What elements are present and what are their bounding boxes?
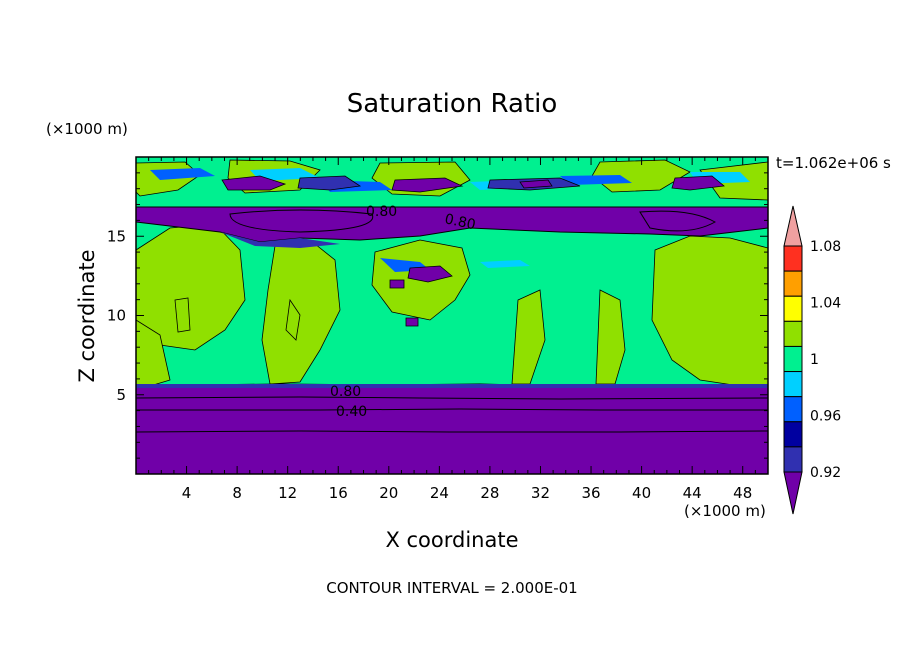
contour-label: 0.40 [336,404,367,420]
y-tick-label: 15 [107,227,126,245]
contour-label: 0.80 [443,211,477,233]
colorbar-label: 1 [810,352,819,368]
colorbar-segment [783,320,803,347]
time-label: t=1.062e+06 s [776,154,891,172]
y-tick-label: 5 [116,386,126,404]
x-tick-label: 48 [733,484,752,502]
x-tick-label: 8 [232,484,242,502]
colorbar-label: 0.96 [810,409,841,425]
colorbar-segment [783,396,803,423]
colorbar-extend-top [783,205,803,247]
x-tick-label: 36 [581,484,600,502]
footer-text: CONTOUR INTERVAL = 2.000E-01 [326,579,577,597]
colorbar-segment [783,295,803,322]
x-tick-label: 32 [531,484,550,502]
colorbar-label: 1.08 [810,239,841,255]
region-navy-edge-lower [136,384,768,388]
x-unit-label: (×1000 m) [684,502,766,520]
x-tick-label: 40 [632,484,651,502]
colorbar-label: 1.04 [810,296,841,312]
plot-area: 0.80 0.80 0.80 0.40 [136,157,768,474]
x-tick-label: 16 [329,484,348,502]
contour-label: 0.80 [330,384,361,400]
region-dry-blobs [221,175,725,327]
colorbar-extend-bottom [783,471,803,515]
chart-title: Saturation Ratio [347,89,558,119]
x-tick-label: 12 [278,484,297,502]
colorbar-segment [783,345,803,373]
x-tick-label: 24 [430,484,449,502]
x-tick-label: 4 [182,484,192,502]
colorbar-label: 0.92 [810,465,841,481]
x-axis-label: X coordinate [385,528,518,552]
colorbar-segment [783,270,803,297]
region-navy-band-upper [220,232,340,248]
y-unit-label: (×1000 m) [46,120,128,138]
y-axis: 5 10 15 [107,172,768,459]
y-axis-label: Z coordinate [75,249,99,382]
x-tick-label: 28 [480,484,499,502]
colorbar-segment [783,421,803,448]
contour-labels: 0.80 0.80 0.80 0.40 [330,204,477,420]
x-axis: 4 8 12 16 20 24 28 32 36 40 44 48 [148,157,756,502]
contour-inner-upper [229,209,717,233]
y-tick-label: 10 [107,307,126,325]
colorbar-segment [783,446,803,473]
x-tick-label: 20 [379,484,398,502]
x-tick-label: 44 [683,484,702,502]
colorbar-segment [783,371,803,398]
contour-label: 0.80 [366,204,397,220]
contour-lines-lower [136,396,768,433]
colorbar-segment [783,245,803,272]
colorbar: 1.08 1.04 1 0.96 0.92 [783,205,841,515]
